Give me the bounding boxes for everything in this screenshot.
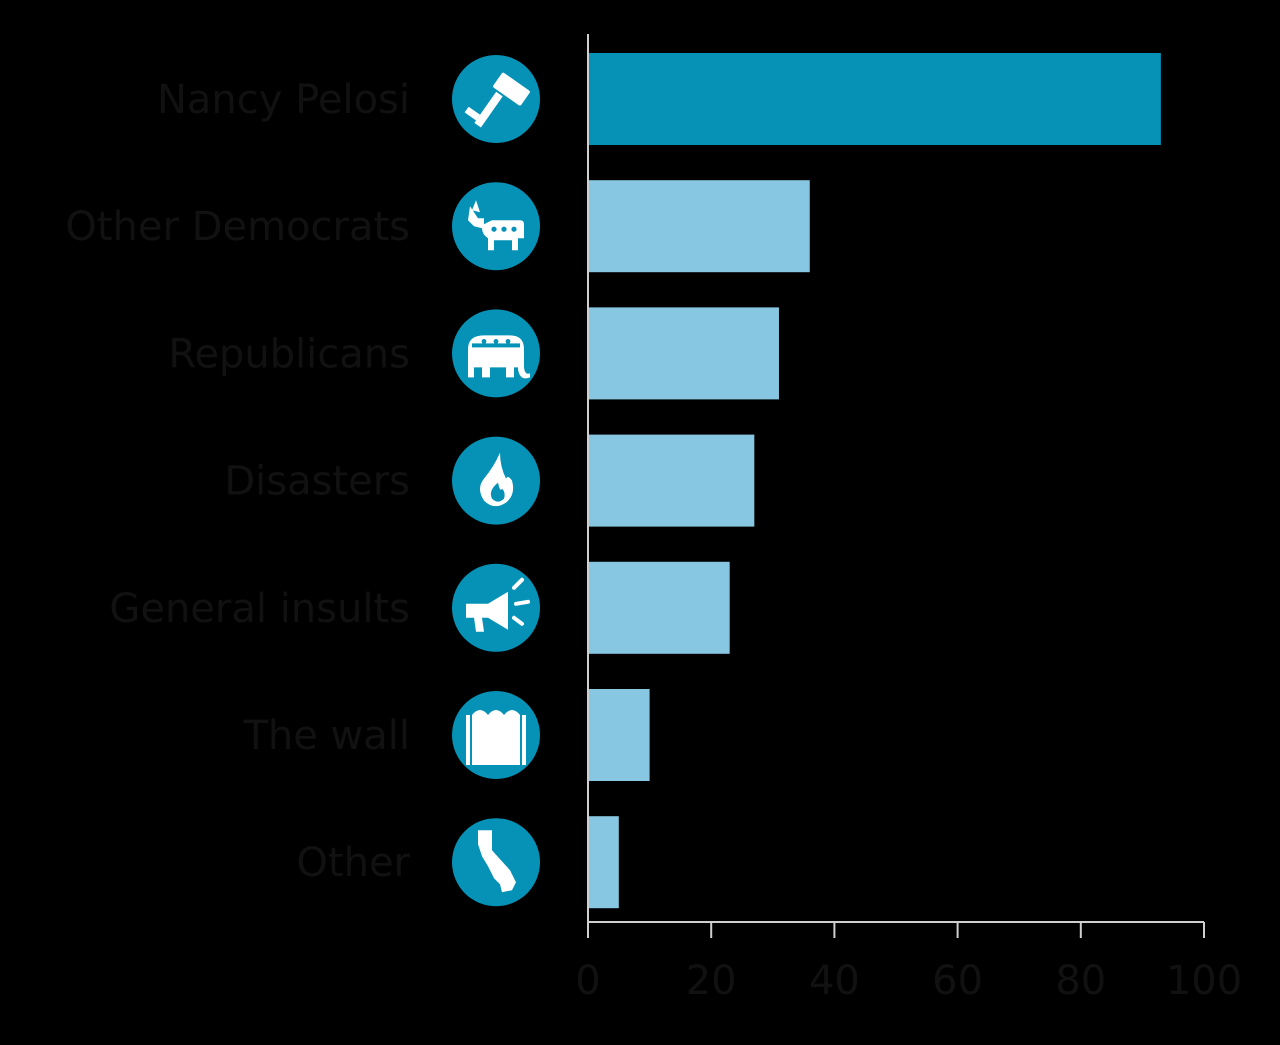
category-label: The wall [242, 713, 410, 759]
california-icon [452, 818, 540, 907]
x-tick-label: 80 [1055, 958, 1106, 1004]
bar-republicans [588, 307, 779, 400]
category-label: Other Democrats [65, 204, 410, 250]
megaphone-icon [452, 563, 540, 652]
bar-nancy-pelosi [588, 53, 1161, 145]
fence-icon [452, 691, 540, 779]
category-label: Nancy Pelosi [157, 77, 410, 123]
bar-general-insults [588, 561, 730, 654]
elephant-icon [452, 309, 540, 398]
category-icons [452, 55, 540, 907]
flame-icon [452, 436, 540, 525]
x-tick-label: 100 [1166, 958, 1242, 1004]
donkey-icon [452, 182, 540, 271]
category-label: Disasters [224, 459, 410, 505]
bar-other [588, 816, 619, 909]
bar-the-wall [588, 689, 650, 781]
x-axis: 0 20 40 60 80 100 [575, 34, 1242, 1004]
category-label: Republicans [168, 331, 410, 377]
category-label: Other [296, 840, 410, 886]
x-tick-label: 40 [809, 958, 860, 1004]
category-labels: Nancy Pelosi Other Democrats Republicans Di… [65, 77, 410, 886]
bars-layer [588, 53, 1161, 909]
bar-other-democrats [588, 180, 810, 273]
bar-disasters [588, 434, 755, 527]
x-tick-label: 20 [686, 958, 737, 1004]
x-tick-label: 60 [932, 958, 983, 1004]
gavel-icon [452, 55, 540, 143]
x-tick-label: 0 [575, 958, 600, 1004]
category-label: General insults [109, 586, 410, 632]
